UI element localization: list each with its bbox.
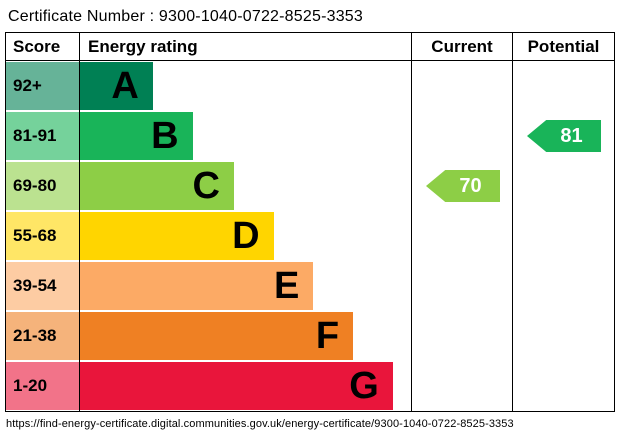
rating-letter: D — [232, 215, 260, 257]
score-range-label: 55-68 — [6, 212, 79, 260]
rating-bar-e: E — [80, 262, 314, 310]
bar-area: G — [80, 362, 411, 410]
epc-rating-chart: Score Energy rating Current Potential 92… — [5, 32, 615, 412]
potential-rating-arrow: 81 — [527, 120, 601, 152]
rating-letter: B — [151, 115, 179, 157]
bar-area: E — [80, 262, 411, 310]
score-range-label: 1-20 — [6, 362, 79, 410]
bar-area: D — [80, 212, 411, 260]
band-row-e: 39-54 E — [6, 261, 411, 311]
score-column-divider — [79, 61, 80, 411]
score-range-label: 39-54 — [6, 262, 79, 310]
column-header-energy-rating: Energy rating — [80, 33, 412, 60]
rating-bar-a: A — [80, 62, 153, 110]
rating-letter: E — [273, 265, 300, 307]
band-row-g: 1-20 G — [6, 361, 411, 411]
potential-rating-value: 81 — [560, 124, 583, 147]
chart-body: 92+ A 81-91 B 69-80 C 55-68 D 39-54 E 21-38 F 1-20 G … — [6, 61, 614, 411]
rating-letter: F — [315, 315, 340, 357]
current-rating-value: 70 — [459, 174, 482, 197]
band-row-a: 92+ A — [6, 61, 411, 111]
bar-area: A — [80, 62, 411, 110]
certificate-url: https://find-energy-certificate.digital.… — [6, 418, 514, 430]
band-row-c: 69-80 C — [6, 161, 411, 211]
rating-bar-b: B — [80, 112, 193, 160]
bar-area: B — [80, 112, 411, 160]
current-rating-arrow: 70 — [426, 170, 500, 202]
rating-bar-f: F — [80, 312, 354, 360]
bar-area: F — [80, 312, 411, 360]
bands: 92+ A 81-91 B 69-80 C 55-68 D 39-54 E 21-38 F 1-20 G — [6, 61, 412, 411]
certificate-number: Certificate Number : 9300-1040-0722-8525… — [8, 8, 363, 25]
score-range-label: 21-38 — [6, 312, 79, 360]
column-header-current: Current — [412, 33, 513, 60]
rating-bar-g: G — [80, 362, 393, 410]
rating-bar-c: C — [80, 162, 234, 210]
rating-letter: G — [349, 365, 379, 407]
score-range-label: 69-80 — [6, 162, 79, 210]
rating-letter: C — [192, 165, 220, 207]
chart-header: Score Energy rating Current Potential — [6, 33, 614, 61]
potential-column: 81 — [513, 61, 614, 411]
rating-bar-d: D — [80, 212, 274, 260]
score-range-label: 81-91 — [6, 112, 79, 160]
current-column: 70 — [412, 61, 513, 411]
band-row-b: 81-91 B — [6, 111, 411, 161]
column-header-potential: Potential — [527, 36, 600, 56]
rating-letter: A — [111, 65, 139, 107]
score-range-label: 92+ — [6, 62, 79, 110]
band-row-f: 21-38 F — [6, 311, 411, 361]
bar-area: C — [80, 162, 411, 210]
band-row-d: 55-68 D — [6, 211, 411, 261]
column-header-score: Score — [6, 33, 80, 60]
